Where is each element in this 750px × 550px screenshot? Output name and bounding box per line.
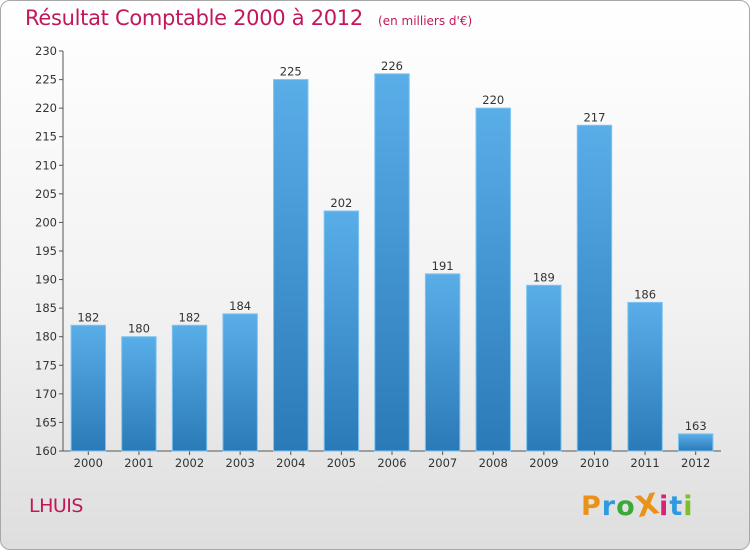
y-tick-label: 205 bbox=[35, 187, 57, 201]
chart-title: Résultat Comptable 2000 à 2012 bbox=[25, 6, 363, 30]
data-label-2003: 184 bbox=[229, 299, 251, 313]
bar-2002 bbox=[171, 324, 208, 452]
bar-2005 bbox=[323, 210, 360, 452]
y-tick-label: 200 bbox=[35, 215, 57, 229]
y-tick-label: 230 bbox=[35, 44, 57, 58]
bar-2009 bbox=[526, 284, 562, 452]
data-label-2005: 202 bbox=[330, 196, 352, 210]
x-axis: 2000 2001 2002 2003 2004 2005 2006 2007 2008 2009… bbox=[63, 450, 721, 470]
data-label-2004: 225 bbox=[280, 65, 302, 79]
bar-2008 bbox=[475, 107, 511, 452]
logo-letter: i bbox=[659, 491, 670, 522]
y-tick-label: 215 bbox=[35, 130, 57, 144]
x-tick-label-2003: 2003 bbox=[226, 456, 255, 470]
y-tick-label: 220 bbox=[35, 101, 57, 115]
data-label-2000: 182 bbox=[77, 310, 99, 324]
x-tick-label-2008: 2008 bbox=[479, 456, 508, 470]
y-tick-label: 180 bbox=[35, 330, 57, 344]
x-tick-label-2007: 2007 bbox=[428, 456, 457, 470]
x-tick-label-2009: 2009 bbox=[529, 456, 558, 470]
y-tick-label: 185 bbox=[35, 301, 57, 315]
y-tick-label: 210 bbox=[35, 158, 57, 172]
x-tick-label-2001: 2001 bbox=[124, 456, 153, 470]
data-label-2001: 180 bbox=[128, 322, 150, 336]
data-labels: 182 180 182 184 225 202 226 191 220 189 217 186 163 bbox=[77, 59, 706, 433]
logo-letter: t bbox=[669, 491, 684, 522]
x-tick-label-2005: 2005 bbox=[327, 456, 356, 470]
x-tick-label-2011: 2011 bbox=[630, 456, 659, 470]
logo-letter: P bbox=[581, 491, 602, 522]
data-label-2012: 163 bbox=[685, 419, 707, 433]
commune-name: LHUIS bbox=[29, 495, 83, 517]
y-tick-label: 160 bbox=[35, 444, 57, 458]
data-label-2010: 217 bbox=[583, 110, 605, 124]
x-tick-label-2010: 2010 bbox=[580, 456, 609, 470]
bar-2000 bbox=[70, 324, 107, 452]
proxiti-logo[interactable]: ProXiti bbox=[581, 485, 694, 525]
x-tick-label-2006: 2006 bbox=[377, 456, 406, 470]
bars bbox=[70, 73, 714, 452]
y-tick-label: 165 bbox=[35, 415, 57, 429]
data-label-2011: 186 bbox=[634, 287, 656, 301]
data-label-2008: 220 bbox=[482, 93, 504, 107]
bar-2007 bbox=[424, 273, 461, 452]
y-tick-label: 170 bbox=[35, 387, 57, 401]
logo-letter: o bbox=[616, 491, 636, 522]
bar-2012 bbox=[677, 433, 714, 452]
bar-2010 bbox=[576, 124, 613, 452]
logo-letter: X bbox=[632, 485, 663, 525]
y-tick-label: 190 bbox=[35, 273, 57, 287]
bar-2011 bbox=[627, 301, 663, 452]
title-row: Résultat Comptable 2000 à 2012 (en milli… bbox=[25, 6, 472, 30]
y-tick-label: 195 bbox=[35, 244, 57, 258]
bar-2003 bbox=[222, 313, 258, 452]
bar-2006 bbox=[374, 73, 410, 452]
y-axis: 160 165 170 175 180 185 190 195 200 205 210 215 220 2… bbox=[35, 44, 64, 458]
x-tick-label-2004: 2004 bbox=[276, 456, 305, 470]
y-tick-label: 175 bbox=[35, 358, 57, 372]
data-label-2002: 182 bbox=[179, 310, 201, 324]
logo-letter: r bbox=[601, 491, 617, 522]
x-tick-label-2012: 2012 bbox=[681, 456, 710, 470]
chart-unit-note: (en milliers d'€) bbox=[378, 14, 473, 28]
data-label-2007: 191 bbox=[432, 259, 454, 273]
data-label-2009: 189 bbox=[533, 270, 555, 284]
y-tick-label: 225 bbox=[35, 73, 57, 87]
bar-2001 bbox=[121, 336, 157, 452]
bar-2004 bbox=[273, 79, 309, 452]
x-tick-label-2000: 2000 bbox=[74, 456, 103, 470]
data-label-2006: 226 bbox=[381, 59, 403, 73]
x-tick-label-2002: 2002 bbox=[175, 456, 204, 470]
logo-letter: i bbox=[683, 491, 694, 522]
